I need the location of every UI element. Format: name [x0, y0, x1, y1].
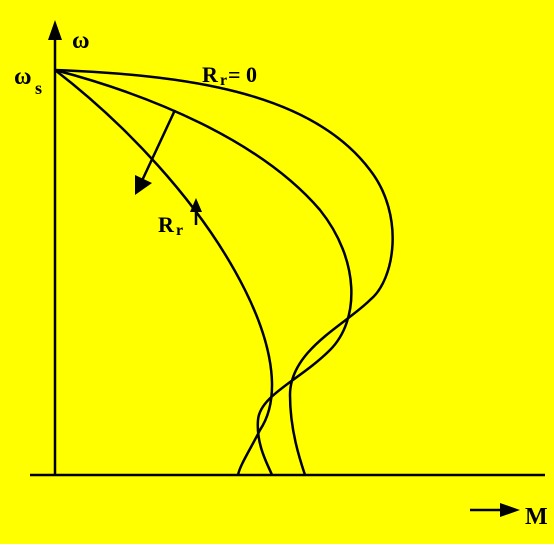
- rr-zero-label-r: R: [202, 62, 218, 88]
- chart-svg: [0, 0, 554, 544]
- omega-symbol: ω: [14, 64, 32, 90]
- rr-arrow-label-r: R: [158, 212, 174, 238]
- rr-zero-label-eq: = 0: [228, 62, 257, 88]
- rr-zero-label-sub: r: [220, 72, 227, 90]
- x-axis-label: M: [525, 504, 548, 531]
- rr-arrow-label-sub: r: [176, 222, 183, 240]
- chart-background: [0, 0, 554, 544]
- omega-s-subscript: s: [35, 78, 42, 99]
- y-axis-label: ω: [72, 28, 90, 55]
- omega-s-label: ω: [14, 64, 32, 91]
- torque-speed-chart: ω ω s R r = 0 R r M: [0, 0, 554, 544]
